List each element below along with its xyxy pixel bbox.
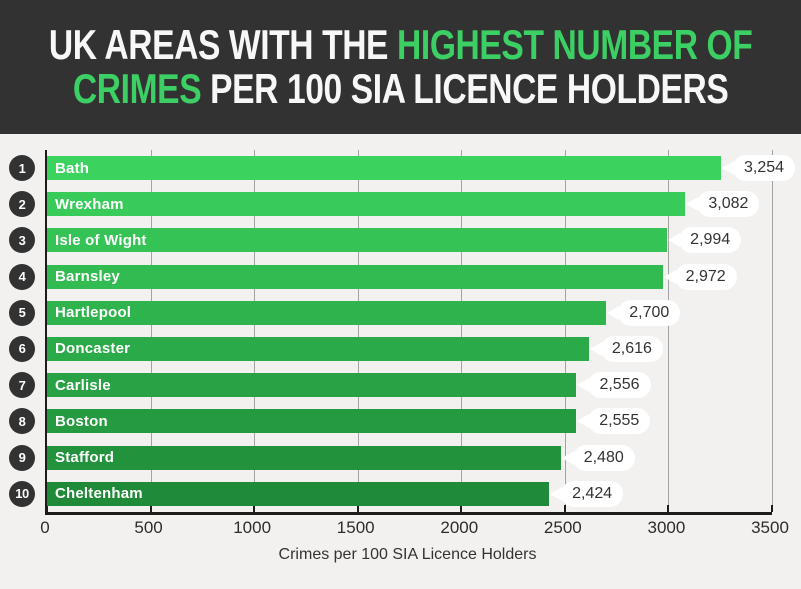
value-bubble: 2,994	[668, 227, 742, 254]
bar[interactable]: Cheltenham	[47, 481, 550, 506]
bar[interactable]: Hartlepool	[47, 300, 607, 325]
bar[interactable]: Wrexham	[47, 192, 686, 217]
rank-badge: 10	[9, 480, 35, 507]
rank-badge: 4	[9, 263, 35, 290]
bar-row: 2 Wrexham 3,082	[9, 186, 772, 222]
rank-badge: 2	[9, 191, 35, 218]
bar-label: Wrexham	[55, 195, 124, 213]
bar-row: 9 Stafford 2,480	[9, 440, 772, 476]
bar[interactable]: Bath	[47, 156, 722, 180]
x-tick-label: 1500	[336, 518, 375, 537]
x-tick-label: 500	[134, 518, 163, 537]
value-bubble: 2,616	[589, 335, 663, 362]
rank-badge: 9	[9, 444, 35, 471]
bar-label: Hartlepool	[55, 304, 132, 322]
bar[interactable]: Barnsley	[47, 264, 663, 289]
x-tick-label: 2000	[440, 518, 479, 537]
bar-row: 7 Carlisle 2,556	[9, 367, 772, 403]
bar-row: 4 Barnsley 2,972	[9, 259, 772, 295]
bar[interactable]: Stafford	[47, 445, 561, 470]
x-axis-title: Crimes per 100 SIA Licence Holders	[278, 546, 537, 563]
x-tick-label: 2500	[543, 518, 582, 537]
x-tick-label: 3000	[647, 518, 686, 537]
axis-tick	[563, 505, 566, 512]
axis-tick	[460, 505, 463, 512]
bar-label: Carlisle	[55, 376, 111, 394]
title-text-white-2: PER 100 SIA LICENCE HOLDERS	[201, 65, 729, 112]
rank-badge: 8	[9, 408, 35, 435]
axis-tick	[253, 505, 256, 512]
value-bubble: 2,556	[577, 372, 651, 399]
bar-label: Isle of Wight	[55, 231, 147, 249]
value-bubble: 3,082	[686, 191, 760, 218]
bar-label: Boston	[55, 412, 108, 430]
bar-chart: 1 Bath 3,254 2 Wrexham 3,082 3 Isle of W…	[0, 134, 801, 589]
axis-tick	[149, 505, 152, 512]
title-line-1: UK AREAS WITH THE HIGHEST NUMBER OF	[48, 21, 753, 68]
value-bubble: 2,424	[550, 480, 624, 507]
value-bubble: 2,480	[561, 444, 635, 471]
x-axis: 0 500 1000 1500 2000 2500 3000 3500	[0, 518, 801, 542]
bar-row: 10 Cheltenham 2,424	[9, 476, 772, 512]
bar-label: Barnsley	[55, 268, 120, 286]
gridline	[772, 150, 773, 512]
axis-tick	[356, 505, 359, 512]
bar[interactable]: Isle of Wight	[47, 228, 668, 253]
gridline	[461, 150, 463, 512]
bar-row: 6 Doncaster 2,616	[9, 331, 772, 367]
bar-row: 8 Boston 2,555	[9, 403, 772, 439]
value-bubble: 2,972	[663, 263, 737, 290]
bar-label: Bath	[55, 159, 90, 177]
bar-label: Stafford	[55, 449, 115, 466]
bar-row: 1 Bath 3,254	[9, 150, 796, 186]
value-bubble: 2,700	[607, 299, 681, 326]
bar[interactable]: Boston	[47, 409, 577, 434]
gridline	[150, 150, 152, 512]
axis-tick	[771, 505, 773, 512]
title-line-2: CRIMES PER 100 SIA LICENCE HOLDERS	[72, 65, 729, 112]
bar-row: 3 Isle of Wight 2,994	[9, 222, 772, 258]
gridline	[254, 150, 256, 512]
title-text-green-2: CRIMES	[72, 65, 202, 112]
bar-label: Cheltenham	[55, 485, 143, 503]
axis-tick	[46, 505, 48, 512]
gridline	[564, 150, 566, 512]
rank-badge: 6	[9, 335, 35, 362]
bar-row: 5 Hartlepool 2,700	[9, 295, 772, 331]
rank-badge: 5	[9, 299, 35, 326]
plot-area: 1 Bath 3,254 2 Wrexham 3,082 3 Isle of W…	[9, 150, 796, 515]
x-tick-label: 0	[40, 518, 50, 537]
rank-badge: 7	[9, 372, 35, 399]
header: UK AREAS WITH THE HIGHEST NUMBER OF CRIM…	[0, 0, 801, 134]
gridline	[668, 150, 670, 512]
value-bubble: 2,555	[577, 408, 651, 435]
rank-badge: 3	[9, 227, 35, 254]
value-bubble: 3,254	[722, 155, 796, 181]
bar-label: Doncaster	[55, 340, 131, 358]
title-text-white-1: UK AREAS WITH THE	[48, 21, 397, 68]
x-tick-label: 3500	[751, 518, 789, 537]
gridline	[357, 150, 359, 512]
bar[interactable]: Doncaster	[47, 336, 589, 361]
bar[interactable]: Carlisle	[47, 373, 577, 398]
title-text-green-1: HIGHEST NUMBER OF	[396, 21, 753, 68]
axis-tick	[667, 505, 670, 512]
rank-badge: 1	[9, 155, 35, 181]
x-tick-label: 1000	[233, 518, 272, 537]
